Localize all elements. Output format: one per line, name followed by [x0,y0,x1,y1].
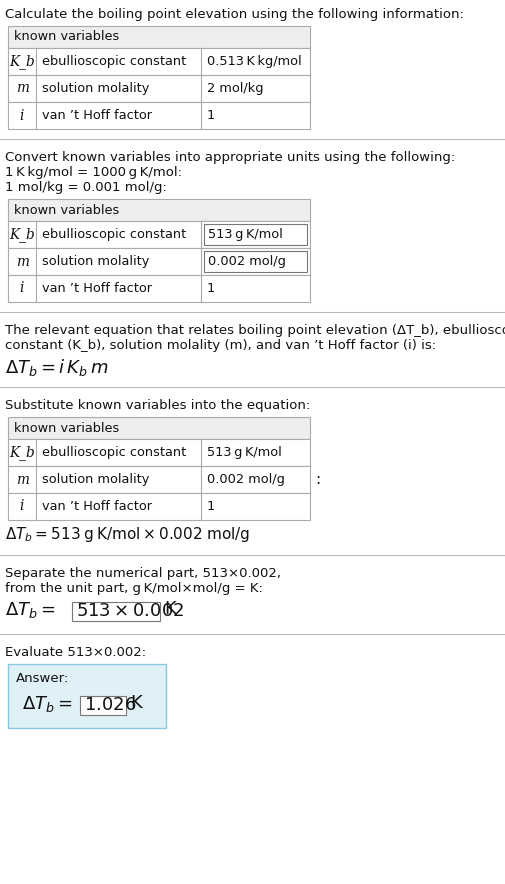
Text: K_b: K_b [9,227,35,242]
Bar [8,466,310,493]
Text: from the unit part, g K/mol×mol/g = K:: from the unit part, g K/mol×mol/g = K: [5,582,263,595]
Text: $1.026$: $1.026$ [84,696,136,714]
Text: known variables: known variables [14,422,119,435]
Text: Calculate the boiling point elevation using the following information:: Calculate the boiling point elevation us… [5,8,464,21]
Bar [72,602,160,621]
Text: 0.002 mol/g: 0.002 mol/g [208,255,286,268]
Text: $\mathrm{K}$: $\mathrm{K}$ [164,600,178,618]
Bar [204,224,307,245]
Bar [80,696,126,715]
Text: $\Delta T_b = i\,K_b\,m$: $\Delta T_b = i\,K_b\,m$ [5,357,109,378]
Text: known variables: known variables [14,203,119,217]
Bar [8,417,310,439]
Text: :: : [315,472,320,487]
Text: Answer:: Answer: [16,672,69,685]
Text: m: m [16,81,28,95]
Text: van ’t Hoff factor: van ’t Hoff factor [42,282,152,295]
Text: $\Delta T_b =$: $\Delta T_b =$ [22,694,72,714]
Text: $\Delta T_b = 513\;\mathrm{g\,K/mol} \times 0.002\;\mathrm{mol/g}$: $\Delta T_b = 513\;\mathrm{g\,K/mol} \ti… [5,525,250,544]
Text: The relevant equation that relates boiling point elevation (ΔT_b), ebullioscopic: The relevant equation that relates boili… [5,324,505,337]
Text: Substitute known variables into the equation:: Substitute known variables into the equa… [5,399,310,412]
Bar [8,664,166,728]
Text: m: m [16,255,28,269]
Text: solution molality: solution molality [42,473,149,486]
Text: known variables: known variables [14,31,119,43]
Text: Separate the numerical part, 513×0.002,: Separate the numerical part, 513×0.002, [5,567,281,580]
Text: 1 K kg/mol = 1000 g K/mol:: 1 K kg/mol = 1000 g K/mol: [5,166,182,179]
Bar [8,48,310,75]
Text: i: i [20,499,24,514]
Text: constant (K_b), solution molality (m), and van ’t Hoff factor (i) is:: constant (K_b), solution molality (m), a… [5,339,436,352]
Text: 2 mol/kg: 2 mol/kg [207,82,264,95]
Text: 0.513 K kg/mol: 0.513 K kg/mol [207,55,301,68]
Text: ebullioscopic constant: ebullioscopic constant [42,228,186,241]
Bar [8,493,310,520]
Text: $\mathrm{K}$: $\mathrm{K}$ [130,694,144,712]
Text: $\Delta T_b =$: $\Delta T_b =$ [5,600,56,620]
Bar [8,221,310,248]
Bar [8,102,310,129]
Text: 513 g K/mol: 513 g K/mol [208,228,283,241]
Text: i: i [20,281,24,295]
Text: 513 g K/mol: 513 g K/mol [207,446,282,459]
Text: $513\times0.002$: $513\times0.002$ [76,602,184,620]
Text: Evaluate 513×0.002:: Evaluate 513×0.002: [5,646,146,659]
Bar [8,248,310,275]
Text: ebullioscopic constant: ebullioscopic constant [42,55,186,68]
Text: ebullioscopic constant: ebullioscopic constant [42,446,186,459]
Text: 1: 1 [207,282,215,295]
Text: 1: 1 [207,109,215,122]
Text: i: i [20,109,24,123]
Text: solution molality: solution molality [42,255,149,268]
Bar [8,439,310,466]
Text: m: m [16,473,28,486]
Bar [8,26,310,48]
Bar [8,275,310,302]
Text: K_b: K_b [9,445,35,460]
Bar [8,199,310,221]
Text: 1 mol/kg = 0.001 mol/g:: 1 mol/kg = 0.001 mol/g: [5,181,167,194]
Text: Convert known variables into appropriate units using the following:: Convert known variables into appropriate… [5,151,455,164]
Text: solution molality: solution molality [42,82,149,95]
Text: van ’t Hoff factor: van ’t Hoff factor [42,109,152,122]
Text: K_b: K_b [9,54,35,69]
Text: 1: 1 [207,500,215,513]
Bar [204,251,307,272]
Bar [8,75,310,102]
Text: van ’t Hoff factor: van ’t Hoff factor [42,500,152,513]
Text: 0.002 mol/g: 0.002 mol/g [207,473,285,486]
